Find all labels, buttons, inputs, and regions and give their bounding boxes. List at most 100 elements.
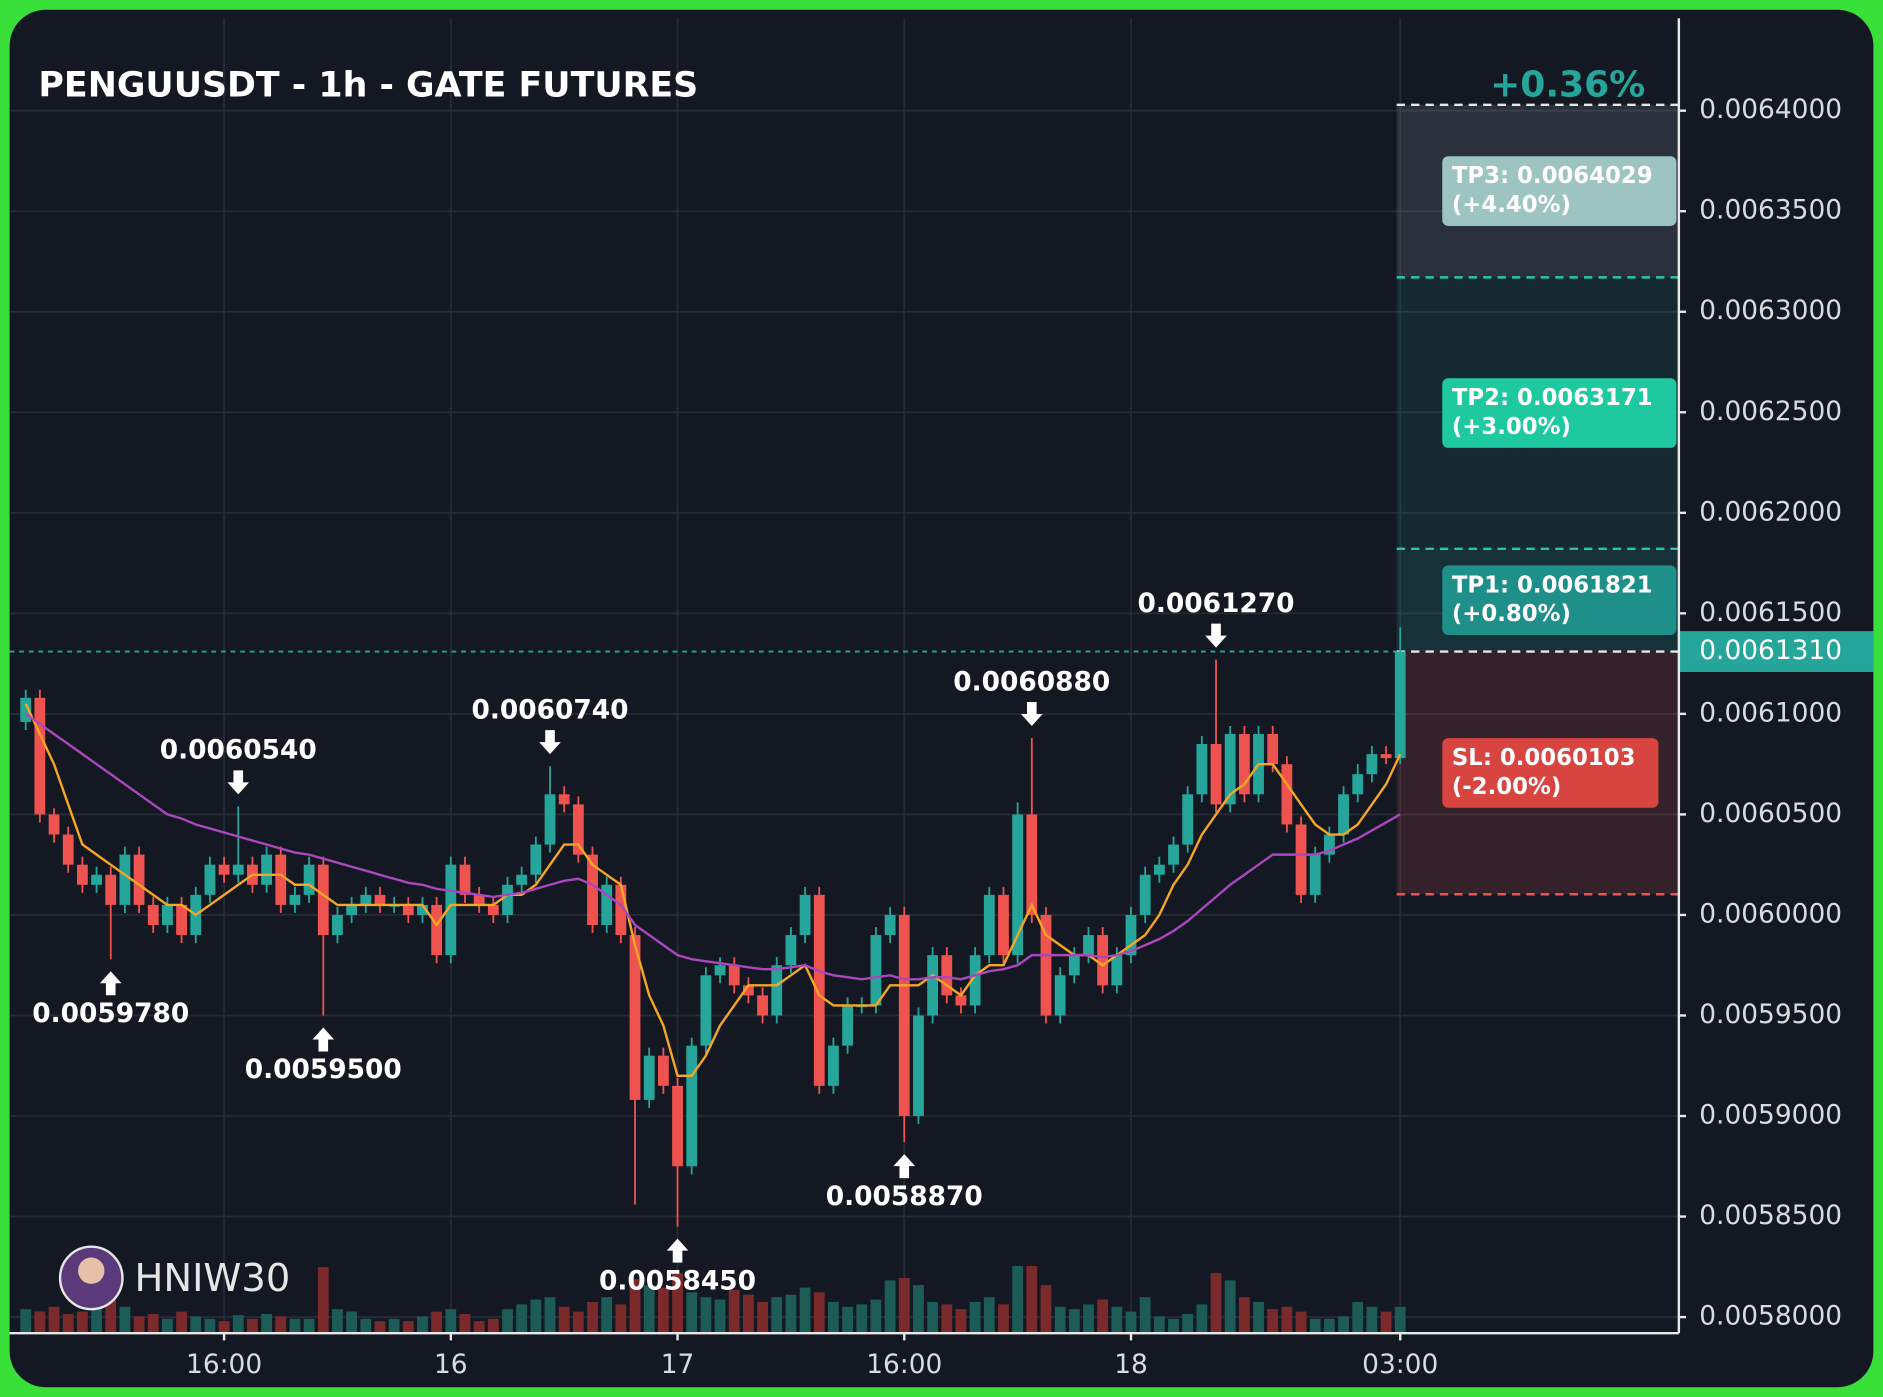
candle-body bbox=[303, 864, 315, 895]
candle-body bbox=[813, 894, 825, 1086]
volume-bar bbox=[1281, 1306, 1293, 1334]
volume-bar bbox=[388, 1318, 400, 1334]
candle-body bbox=[346, 904, 358, 915]
volume-bar bbox=[119, 1306, 131, 1334]
candle-body bbox=[1394, 651, 1406, 759]
candle-body bbox=[1323, 834, 1335, 855]
candle-body bbox=[558, 794, 570, 805]
candle-body bbox=[587, 854, 598, 926]
candle-body bbox=[147, 904, 159, 926]
candle-body bbox=[913, 1015, 924, 1117]
volume-bar bbox=[190, 1316, 202, 1334]
volume-bar bbox=[1111, 1306, 1123, 1334]
candle-body bbox=[91, 874, 102, 885]
volume-bar bbox=[1309, 1318, 1321, 1334]
candle-body bbox=[785, 935, 797, 966]
candle-body bbox=[969, 955, 981, 1006]
volume-bar bbox=[431, 1311, 443, 1334]
volume-bar bbox=[162, 1318, 173, 1334]
low-label: 0.0059780 bbox=[32, 998, 189, 1029]
volume-bar bbox=[1182, 1313, 1194, 1334]
volume-bar bbox=[218, 1321, 230, 1334]
volume-bar bbox=[1196, 1304, 1208, 1334]
volume-bar bbox=[147, 1313, 159, 1334]
volume-bar bbox=[657, 1287, 669, 1334]
arrow-up bbox=[666, 1238, 689, 1263]
candle-body bbox=[162, 904, 173, 926]
high-label: 0.0060540 bbox=[160, 735, 317, 766]
low-label: 0.0059500 bbox=[245, 1054, 402, 1085]
target-label: TP3: 0.0064029 bbox=[1452, 163, 1653, 189]
x-tick-label: 16:00 bbox=[186, 1349, 262, 1380]
stop-box bbox=[1442, 738, 1659, 808]
y-tick-label: 0.0062500 bbox=[1699, 396, 1842, 427]
volume-bar bbox=[884, 1280, 896, 1334]
volume-bar bbox=[417, 1316, 428, 1334]
volume-bar bbox=[615, 1304, 627, 1334]
candle-body bbox=[1153, 864, 1165, 875]
candle-body bbox=[572, 804, 584, 855]
candle-body bbox=[1040, 914, 1052, 1016]
volume-bar bbox=[1323, 1318, 1335, 1334]
candle-body bbox=[502, 884, 513, 915]
candle-body bbox=[927, 955, 939, 1016]
volume-bar bbox=[289, 1318, 301, 1334]
volume-bar bbox=[48, 1306, 60, 1334]
arrow-down bbox=[1205, 623, 1227, 648]
candle-body bbox=[742, 985, 754, 996]
candle-body bbox=[771, 965, 783, 1016]
candle-body bbox=[417, 904, 428, 915]
candle-body bbox=[1196, 744, 1208, 795]
low-label: 0.0058870 bbox=[826, 1181, 983, 1212]
candle-body bbox=[1338, 794, 1349, 835]
volume-bar bbox=[1267, 1309, 1279, 1334]
candle-body bbox=[1026, 814, 1038, 915]
volume-bar bbox=[76, 1311, 88, 1334]
volume-bar bbox=[587, 1301, 598, 1334]
plot bbox=[20, 627, 1406, 1334]
candle-body bbox=[1295, 824, 1307, 895]
candle-body bbox=[601, 884, 613, 926]
volume-bar bbox=[913, 1285, 924, 1334]
volume-bar bbox=[303, 1318, 315, 1334]
candle-body bbox=[1352, 774, 1364, 795]
candle-body bbox=[332, 914, 343, 936]
candle-body bbox=[1380, 754, 1392, 759]
candle-body bbox=[998, 894, 1009, 956]
volume-bar bbox=[1352, 1301, 1364, 1334]
candle-body bbox=[402, 904, 414, 915]
candle-body bbox=[700, 975, 712, 1046]
candle-body bbox=[898, 914, 910, 1117]
candle-body bbox=[374, 894, 386, 905]
volume-bar bbox=[445, 1309, 457, 1334]
candle-body bbox=[487, 904, 499, 915]
volume-bar bbox=[332, 1309, 343, 1334]
volume-bar bbox=[813, 1292, 825, 1334]
candle-body bbox=[728, 965, 740, 986]
target-label: TP2: 0.0063171 bbox=[1452, 385, 1653, 411]
candle-body bbox=[62, 834, 74, 865]
volume-bar bbox=[742, 1294, 754, 1334]
volume-bar bbox=[828, 1301, 839, 1334]
volume-bar bbox=[728, 1289, 740, 1334]
volume-bar bbox=[232, 1315, 244, 1334]
candle-body bbox=[289, 894, 301, 905]
target-change: (+4.40%) bbox=[1452, 192, 1571, 218]
volume-bar bbox=[629, 1279, 641, 1334]
candle-body bbox=[105, 874, 117, 905]
y-tick-label: 0.0058000 bbox=[1699, 1301, 1842, 1332]
candle-body bbox=[459, 864, 471, 895]
candle-body bbox=[119, 854, 131, 905]
volume-bar bbox=[516, 1304, 528, 1334]
target-label: TP1: 0.0061821 bbox=[1452, 572, 1653, 598]
volume-bar bbox=[856, 1304, 868, 1334]
volume-bar bbox=[983, 1297, 995, 1334]
candle-body bbox=[445, 864, 457, 956]
candle-body bbox=[629, 935, 641, 1100]
volume-bar bbox=[20, 1309, 32, 1334]
volume-bar bbox=[176, 1311, 187, 1334]
volume-bar bbox=[1040, 1285, 1052, 1334]
volume-bar bbox=[771, 1297, 783, 1334]
volume-bar bbox=[1012, 1265, 1024, 1334]
candle-body bbox=[757, 995, 768, 1016]
